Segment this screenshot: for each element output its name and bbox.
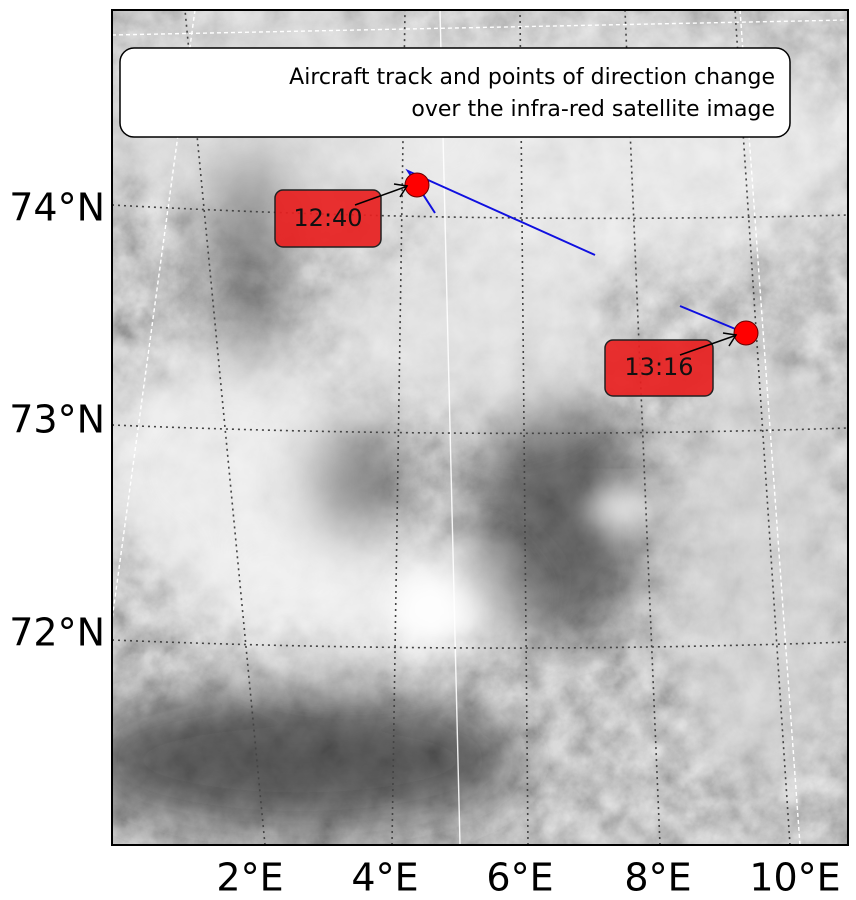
aircraft-track [679, 305, 746, 334]
lat-label: 74°N [9, 186, 105, 230]
annotation: 13:16 [604, 320, 759, 397]
annotation: 12:40 [274, 172, 430, 248]
lon-label: 2°E [216, 856, 283, 900]
arrow-head [393, 183, 409, 198]
swath-edge [112, 10, 196, 621]
meridian [624, 10, 661, 845]
parallel [112, 424, 848, 435]
annotation-arrow [679, 335, 735, 356]
lon-label: 6°E [486, 856, 553, 900]
lat-label: 72°N [9, 611, 105, 655]
lon-label: 4°E [351, 856, 418, 900]
lat-label: 73°N [9, 398, 105, 442]
annotation-box [604, 339, 714, 397]
parallel [112, 639, 848, 649]
lon-label: 8°E [624, 856, 691, 900]
meridian [391, 10, 406, 845]
title-line: over the infra-red satellite image [411, 97, 775, 122]
meridian [519, 10, 529, 845]
meridian [184, 10, 266, 845]
title-line: Aircraft track and points of direction c… [289, 65, 775, 90]
satellite-image [112, 10, 848, 845]
aircraft-track [405, 168, 596, 256]
lon-label: 10°E [749, 856, 840, 900]
map-frame [111, 9, 849, 846]
annotation-arrow [354, 186, 406, 206]
swath-edge [112, 19, 848, 36]
turn-point [404, 172, 430, 198]
arrow-head [722, 332, 738, 347]
annotation-label: 12:40 [293, 204, 362, 232]
meridian [734, 10, 791, 845]
swath-edge [439, 10, 461, 845]
parallel [112, 204, 848, 220]
title-box [119, 47, 791, 138]
annotation-box [274, 189, 382, 248]
annotation-label: 13:16 [624, 353, 693, 381]
turn-point [733, 320, 759, 346]
